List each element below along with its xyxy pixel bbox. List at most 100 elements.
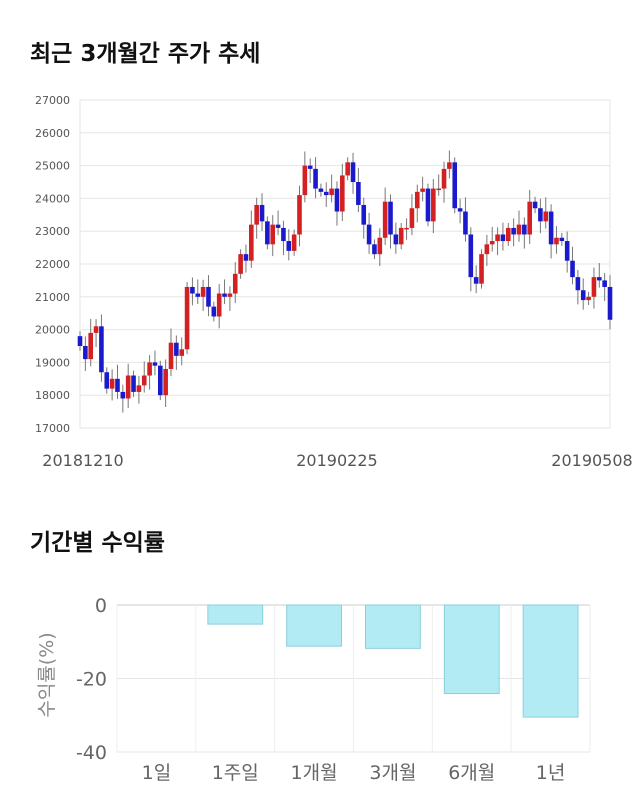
candle-body [259,204,265,222]
candle-y-tick-labels: 17000 18000 19000 20000 21000 22000 23000 24000… [35,94,70,435]
candle-body [522,224,527,235]
candle [484,234,490,266]
candle-body [222,293,227,297]
bar-y-tick-labels: 0 -20 -40 [76,595,107,764]
candle-x-tick: 20190508 [551,451,632,470]
candle-body [538,208,543,222]
candle-body [168,342,174,369]
candle-body [291,234,297,251]
candle-body [468,234,474,278]
candle-x-tick-labels: 20181210 20190225 20190508 [42,451,632,470]
candle [281,220,286,256]
candle-body [115,378,120,392]
candle-body [409,208,415,228]
candle-body [286,241,292,251]
candle-body [265,221,270,245]
candle-body [307,165,313,169]
candle [136,375,142,404]
bar-x-tick: 1일 [142,762,172,784]
candle-body [441,168,447,189]
bar-gridlines [116,604,591,753]
candle [334,181,340,226]
candle [607,275,613,330]
candle [382,187,388,245]
candle-body [190,286,195,294]
candle-y-tick: 26000 [35,127,70,140]
candle-body [398,227,404,245]
candle [195,279,201,305]
candle [420,176,425,202]
candle-y-tick: 19000 [35,356,70,369]
candle-body [249,224,254,261]
candle-body [457,208,463,212]
candle [329,174,334,203]
candle [580,278,586,310]
candle-body [382,201,388,238]
return-bar [286,604,342,647]
candle-body [125,375,131,399]
candle-x-tick: 20190225 [296,451,377,470]
candle [505,223,511,246]
candle-body [83,346,88,360]
candle [543,197,549,229]
candle [377,228,383,266]
candle-body [104,372,110,389]
bar-x-tick: 1년 [536,762,566,784]
return-bar [522,604,579,718]
candle [120,384,126,413]
candle [409,194,415,236]
candle [318,183,324,197]
candle [168,328,174,377]
candle [361,197,367,239]
candle-body [88,332,94,360]
candle [297,185,302,247]
candle-body [131,375,136,392]
candle-body [505,227,511,242]
candle-body [163,368,168,396]
bar-y-tick: -40 [76,742,107,764]
candle-body [393,234,399,245]
candle-y-tick: 20000 [35,324,70,337]
candle [511,218,516,247]
bar-x-tick: 6개월 [448,762,495,784]
candle [222,279,227,305]
candle [211,301,217,322]
candle [500,222,506,251]
candle-y-tick: 24000 [35,192,70,205]
candle-y-tick: 22000 [35,258,70,271]
candle-body [484,244,490,255]
candle [99,314,104,382]
candle-body [479,254,484,284]
candle-body [323,191,329,196]
candle [441,161,447,203]
candle [243,244,249,273]
candle [265,216,270,250]
candle [323,182,329,207]
return-bar [207,604,264,625]
candle [452,157,458,214]
candle [473,265,479,294]
candle [372,239,377,260]
candle-body [559,237,565,242]
candle [350,152,356,194]
candle [152,350,158,376]
candle [115,364,120,400]
candle-body [141,375,147,386]
candle-x-tick: 20181210 [42,451,123,470]
candle [270,215,276,257]
candle-body [596,277,602,281]
candle [398,223,404,250]
candle [254,197,259,239]
candle-body [548,211,554,245]
candle-body [591,277,597,297]
candle-body [516,224,522,235]
candle-body [570,260,575,278]
candle [104,367,110,394]
candle-body [414,191,420,209]
candle-body [227,293,233,297]
candle [564,231,570,273]
candle [554,225,559,254]
bar-x-tick: 1주일 [212,762,259,784]
candle [570,246,575,285]
candle [131,370,136,397]
